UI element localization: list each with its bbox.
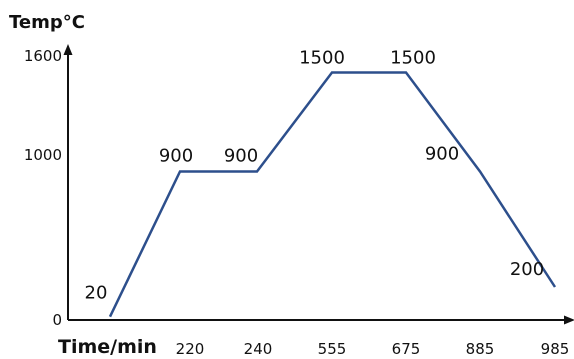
- x-tick-label: 675: [392, 340, 421, 358]
- x-tick-label: 985: [541, 340, 570, 358]
- data-label: 900: [425, 144, 459, 165]
- series-line: [108, 71, 557, 318]
- y-axis-arrow: [63, 44, 73, 55]
- y-axis-title: Temp°C: [9, 12, 85, 33]
- data-label: 1500: [390, 48, 436, 69]
- data-labels: 20 900 900 1500 1500 900 200: [85, 48, 545, 304]
- x-tick-label: 885: [466, 340, 495, 358]
- y-tick-labels: 0 1000 1600: [24, 47, 62, 329]
- axes: [63, 44, 574, 325]
- y-tick-label: 1000: [24, 146, 62, 164]
- x-axis-arrow: [564, 315, 574, 325]
- x-axis-title: Time/min: [58, 336, 157, 358]
- data-label: 900: [224, 146, 258, 167]
- y-tick-label: 0: [52, 311, 62, 329]
- x-tick-labels: 220 240 555 675 885 985: [176, 340, 570, 358]
- x-tick-label: 240: [244, 340, 273, 358]
- data-label: 900: [159, 146, 193, 167]
- data-label: 200: [510, 259, 544, 280]
- x-tick-label: 220: [176, 340, 205, 358]
- x-tick-label: 555: [318, 340, 347, 358]
- data-label: 1500: [299, 48, 345, 69]
- y-tick-label: 1600: [24, 47, 62, 65]
- data-label: 20: [85, 283, 108, 304]
